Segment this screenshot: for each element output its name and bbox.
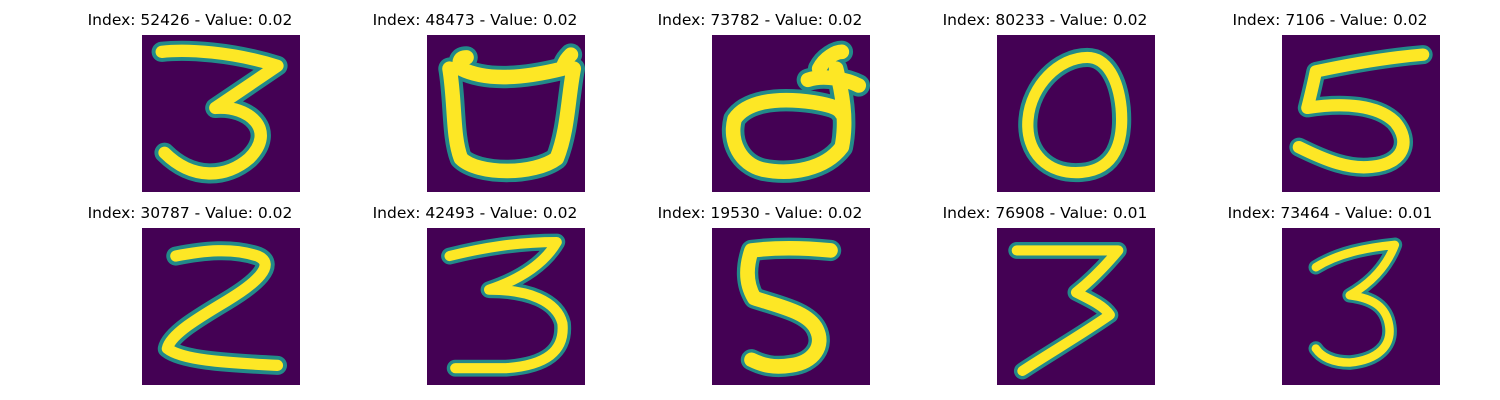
panel-title: Index: 48473 - Value: 0.02 (372, 11, 578, 29)
panel-title: Index: 52426 - Value: 0.02 (87, 11, 293, 29)
panel-title: Index: 76908 - Value: 0.01 (942, 204, 1148, 222)
panel-title: Index: 30787 - Value: 0.02 (87, 204, 293, 222)
digit-image (1282, 228, 1440, 385)
digit-panel: Index: 30787 - Value: 0.02 (40, 193, 340, 385)
digit-panel: Index: 48473 - Value: 0.02 (325, 0, 625, 192)
digit-panel: Index: 52426 - Value: 0.02 (40, 0, 340, 192)
digit-image (142, 228, 300, 385)
digit-panel: Index: 19530 - Value: 0.02 (610, 193, 910, 385)
panel-title: Index: 42493 - Value: 0.02 (372, 204, 578, 222)
digit-image (712, 228, 870, 385)
digit-panel: Index: 73782 - Value: 0.02 (610, 0, 910, 192)
digit-image (997, 228, 1155, 385)
panel-title: Index: 73782 - Value: 0.02 (657, 11, 863, 29)
digit-image (427, 228, 585, 385)
digit-panel: Index: 76908 - Value: 0.01 (895, 193, 1195, 385)
digit-image (1282, 35, 1440, 192)
digit-panel: Index: 42493 - Value: 0.02 (325, 193, 625, 385)
digit-panel: Index: 73464 - Value: 0.01 (1180, 193, 1480, 385)
digit-image (997, 35, 1155, 192)
digit-panel: Index: 80233 - Value: 0.02 (895, 0, 1195, 192)
digit-image (142, 35, 300, 192)
panel-title: Index: 19530 - Value: 0.02 (657, 204, 863, 222)
panel-title: Index: 80233 - Value: 0.02 (942, 11, 1148, 29)
digit-image (712, 35, 870, 192)
panel-title: Index: 7106 - Value: 0.02 (1232, 11, 1428, 29)
digit-panel: Index: 7106 - Value: 0.02 (1180, 0, 1480, 192)
panel-title: Index: 73464 - Value: 0.01 (1227, 204, 1433, 222)
digit-image (427, 35, 585, 192)
